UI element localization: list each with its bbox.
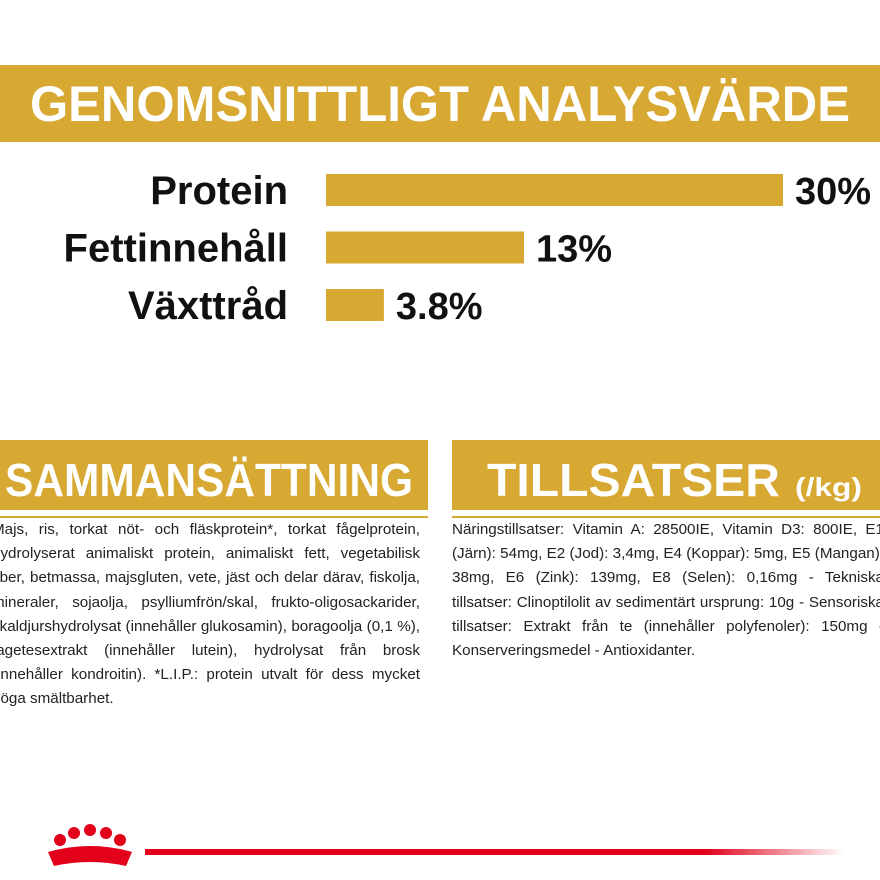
- composition-title: SAMMANSÄTTNING: [5, 454, 413, 506]
- bar: [326, 289, 384, 321]
- category-label: Växttråd: [128, 284, 288, 328]
- bar: [326, 231, 525, 264]
- additives-title: TILLSATSER: [487, 454, 780, 506]
- composition-text: Majs, ris, torkat nöt- och fläskprotein*…: [0, 521, 420, 708]
- category-label: Protein: [150, 169, 288, 213]
- divider: [452, 516, 880, 518]
- value-label: 30%: [795, 171, 871, 213]
- chart-title: GENOMSNITTLIGT ANALYSVÄRDE: [30, 76, 850, 132]
- divider: [0, 516, 428, 518]
- value-label: 13%: [536, 229, 612, 271]
- title-banner: [0, 65, 880, 142]
- logo: [48, 824, 132, 866]
- bar: [326, 174, 783, 206]
- composition-header: [0, 440, 428, 510]
- value-label: 3.8%: [396, 286, 483, 328]
- additives-text: Näringstillsatser: Vitamin A: 28500IE, V…: [452, 521, 880, 660]
- additives-unit: (/kg): [795, 472, 862, 502]
- footer-line: [145, 849, 845, 855]
- additives-header: [452, 440, 880, 510]
- category-label: Fettinnehåll: [64, 227, 288, 271]
